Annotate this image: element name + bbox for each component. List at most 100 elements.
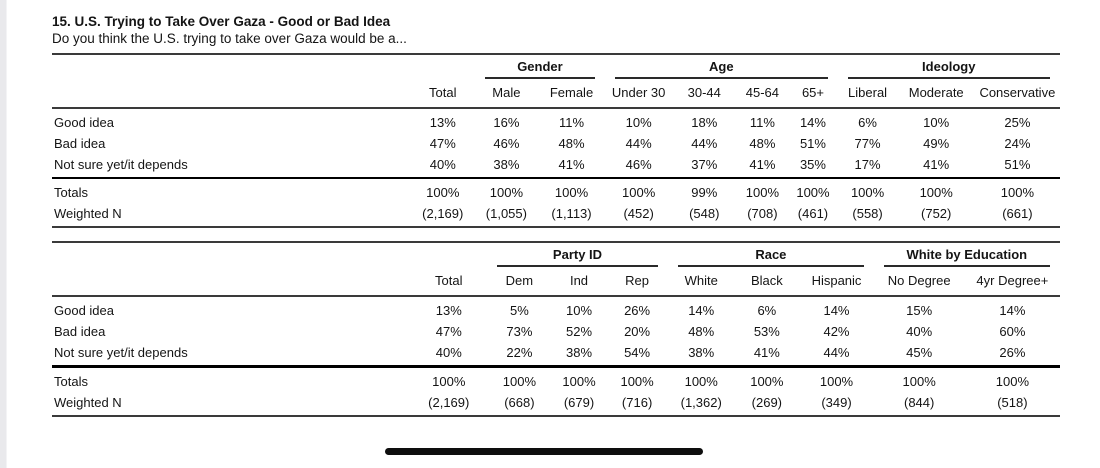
totals-row-weighted-n: Weighted N (2,169) (1,055) (1,113) (452) (548… xyxy=(52,203,1060,228)
data-cell: 54% xyxy=(606,342,669,368)
totals-row-totals: Totals 100% 100% 100% 100% 99% 100% 100% 100% 100… xyxy=(52,178,1060,203)
column-header-female: Female xyxy=(537,79,606,109)
group-header-spacer xyxy=(52,242,487,267)
group-header-race: Race xyxy=(668,242,873,267)
data-cell: 14% xyxy=(688,303,715,318)
data-cell: 44% xyxy=(625,136,652,151)
data-cell: 77% xyxy=(854,136,881,151)
data-cell: 48% xyxy=(558,136,585,151)
data-cell: (668) xyxy=(486,392,552,417)
data-cell: 100% xyxy=(1000,185,1034,200)
column-header-row: Total Male Female Under 30 30-44 45-64 65+ Libe… xyxy=(52,79,1060,109)
data-cell: 60% xyxy=(999,324,1026,339)
column-header-45-64: 45-64 xyxy=(736,79,789,109)
row-label: Totals xyxy=(54,374,88,389)
data-cell: (461) xyxy=(788,203,838,228)
column-header-total: Total xyxy=(410,267,487,297)
data-cell: (716) xyxy=(606,392,669,417)
data-cell: 100% xyxy=(919,185,953,200)
data-cell: 100% xyxy=(796,185,830,200)
data-cell: 100% xyxy=(745,185,779,200)
data-cell: (269) xyxy=(734,392,800,417)
data-cell: 100% xyxy=(562,374,596,389)
totals-row-weighted-n: Weighted N (2,169) (668) (679) (716) (1,362)(… xyxy=(52,392,1060,417)
row-label: Weighted N xyxy=(52,392,411,417)
column-header-30-44: 30-44 xyxy=(672,79,737,109)
column-header-dem: Dem xyxy=(486,267,552,297)
data-cell: 48% xyxy=(749,136,776,151)
data-cell: 100% xyxy=(426,185,460,200)
data-cell: 51% xyxy=(974,154,1060,179)
report-content: 15. U.S. Trying to Take Over Gaza - Good… xyxy=(52,13,1060,417)
data-cell: 13% xyxy=(429,115,456,130)
question-subtitle: Do you think the U.S. trying to take ove… xyxy=(52,31,407,46)
group-header-label: Race xyxy=(678,247,864,267)
column-header-ind: Ind xyxy=(551,267,607,297)
group-header-gender: Gender xyxy=(475,55,605,79)
group-header-row: Party ID Race White by Education xyxy=(52,242,1060,267)
column-header-total: Total xyxy=(410,79,475,109)
data-cell: 38% xyxy=(668,342,735,368)
data-cell: 38% xyxy=(474,154,538,179)
data-cell: 13% xyxy=(435,303,462,318)
data-cell: 46% xyxy=(605,154,673,179)
crosstab-table-gender-age-ideology: Gender Age Ideology Total Male Female Under 30… xyxy=(52,55,1060,228)
data-cell: 10% xyxy=(565,303,593,318)
data-cell: 41% xyxy=(897,154,975,179)
data-cell: 100% xyxy=(750,374,784,389)
data-cell: 35% xyxy=(788,154,838,179)
data-cell: 26% xyxy=(964,342,1060,368)
data-cell: 100% xyxy=(489,185,523,200)
data-cell: 47% xyxy=(429,136,456,151)
page-left-edge xyxy=(0,0,7,468)
data-cell: 100% xyxy=(554,185,589,200)
group-header-row: Gender Age Ideology xyxy=(52,55,1060,79)
group-header-label: Age xyxy=(615,59,828,79)
column-header-liberal: Liberal xyxy=(837,79,898,109)
row-label: Weighted N xyxy=(52,203,411,228)
group-header-label: White by Education xyxy=(883,247,1050,267)
column-header-rep: Rep xyxy=(606,267,669,297)
data-row-good-idea: Good idea 13% 5% 10% 26% 14% 6% 14% 15% 14% xyxy=(52,296,1060,321)
data-row-bad-idea: Bad idea 47% 73% 52% 20% 48% 53% 42% 40% 60% xyxy=(52,321,1060,342)
data-cell: 100% xyxy=(684,374,718,389)
row-label-column-header xyxy=(52,79,411,109)
data-cell: 48% xyxy=(688,324,715,339)
group-header-age: Age xyxy=(605,55,837,79)
data-cell: 5% xyxy=(509,303,529,318)
data-cell: (349) xyxy=(799,392,874,417)
data-cell: 100% xyxy=(432,374,466,389)
data-cell: 41% xyxy=(736,154,789,179)
horizontal-scrollbar-thumb[interactable] xyxy=(385,448,703,455)
column-header-under-30: Under 30 xyxy=(605,79,673,109)
group-header-label: Ideology xyxy=(847,59,1050,79)
data-cell: 41% xyxy=(734,342,800,368)
data-cell: 41% xyxy=(537,154,606,179)
data-cell: 100% xyxy=(902,374,936,389)
data-cell: (1,055) xyxy=(474,203,538,228)
data-cell: 25% xyxy=(1004,115,1031,130)
data-cell: (2,169) xyxy=(410,203,475,228)
data-cell: (1,362) xyxy=(668,392,735,417)
data-cell: 100% xyxy=(819,374,854,389)
row-label-column-header xyxy=(52,267,411,297)
data-cell: 40% xyxy=(410,154,475,179)
data-cell: 45% xyxy=(873,342,965,368)
data-cell: 53% xyxy=(753,324,780,339)
group-header-ideology: Ideology xyxy=(838,55,1060,79)
data-cell: (679) xyxy=(551,392,607,417)
data-cell: (452) xyxy=(605,203,673,228)
data-cell: 16% xyxy=(493,115,520,130)
data-cell: (558) xyxy=(837,203,898,228)
data-cell: 20% xyxy=(624,324,651,339)
data-cell: 100% xyxy=(850,185,885,200)
data-cell: 49% xyxy=(923,136,950,151)
row-label: Good idea xyxy=(54,303,114,318)
data-cell: 24% xyxy=(1004,136,1031,151)
data-cell: 40% xyxy=(410,342,487,368)
data-cell: 46% xyxy=(493,136,520,151)
data-cell: (708) xyxy=(736,203,789,228)
data-row-bad-idea: Bad idea 47% 46% 48% 44% 44% 48% 51% 77% 49% 24% xyxy=(52,133,1060,154)
row-label: Bad idea xyxy=(54,324,106,339)
data-cell: 11% xyxy=(558,115,585,130)
